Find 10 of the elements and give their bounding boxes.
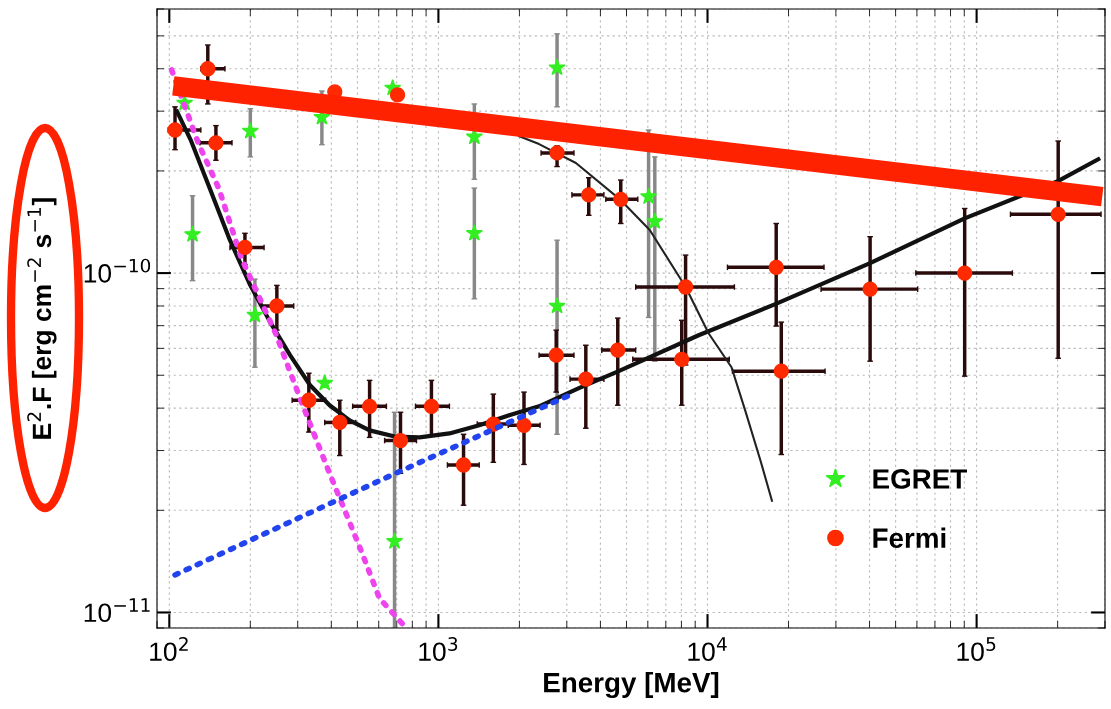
x-axis-title: Energy [MeV]	[544, 672, 719, 699]
x-tick-label: 10$^{5}$	[957, 637, 996, 662]
legend-label: EGRET	[873, 469, 967, 489]
y-tick-label: 10$^{−10}$	[84, 258, 151, 283]
x-tick-label: 10$^{2}$	[150, 637, 188, 662]
y-tick-label: 10$^{−11}$	[84, 598, 150, 623]
y-axis-title: E$^{2}$.F [erg cm$^{−2}$ s$^{−1}$]	[27, 198, 57, 439]
x-tick-label: 10$^{3}$	[419, 637, 458, 662]
legend-label: Fermi	[873, 527, 946, 548]
x-tick-label: 10$^{4}$	[688, 637, 727, 662]
